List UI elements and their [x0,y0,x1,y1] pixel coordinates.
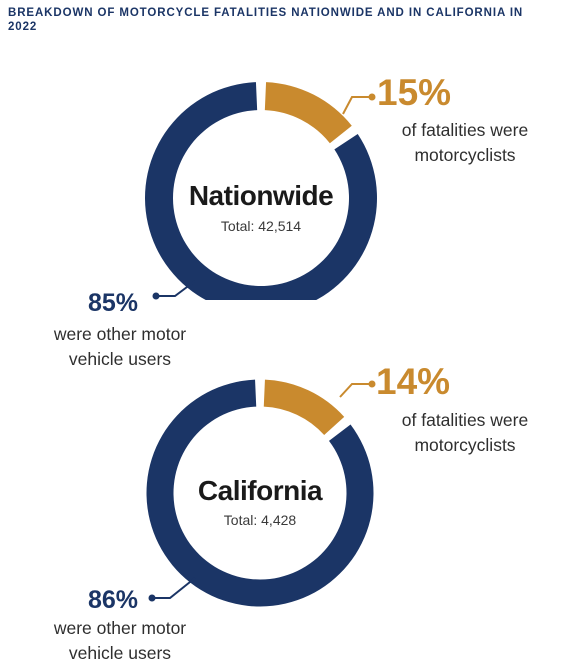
moto-leader-dot [368,93,376,101]
moto-caption-line1: of fatalities were [401,120,529,140]
other-caption: were other motor vehicle users [30,322,210,372]
motorcyclists-slice [264,82,352,144]
moto-caption: of fatalities were motorcyclists [380,118,550,168]
donut-center-title: Nationwide [188,180,334,211]
motorcyclists-slice [263,379,345,436]
other-percent: 85% [88,289,139,317]
moto-percent: 14% [376,361,451,402]
california-donut [146,379,376,607]
other-leader-line [152,577,196,599]
moto-caption-line1: of fatalities were [401,410,529,430]
donut-center-total: Total: 4,428 [223,512,297,528]
chart-title: BREAKDOWN OF MOTORCYCLE FATALITIES NATIO… [8,7,524,33]
other-leader-dot [148,594,156,602]
donut-center-total: Total: 42,514 [220,218,302,234]
other-leader-line [156,280,196,297]
california-panel: California Total: 4,428 14% of fatalitie… [0,300,562,664]
moto-caption: of fatalities were motorcyclists [380,408,550,458]
moto-caption-line2: motorcyclists [414,145,516,165]
other-caption-line1: were other motor [53,618,187,638]
other-caption: were other motor vehicle users [30,616,210,666]
other-percent: 86% [88,586,139,614]
other-caption-line2: vehicle users [68,643,172,663]
moto-caption-line2: motorcyclists [414,435,516,455]
other-caption-line2: vehicle users [68,349,172,369]
nationwide-panel: Nationwide Total: 42,514 15% of fataliti… [0,0,562,370]
nationwide-donut [145,82,377,300]
other-leader-dot [152,292,160,300]
moto-leader-dot [368,380,376,388]
moto-leader-line [342,96,372,115]
moto-percent: 15% [377,72,452,113]
other-caption-line1: were other motor [53,324,187,344]
moto-leader-line [339,383,372,398]
donut-center-title: California [197,475,323,506]
